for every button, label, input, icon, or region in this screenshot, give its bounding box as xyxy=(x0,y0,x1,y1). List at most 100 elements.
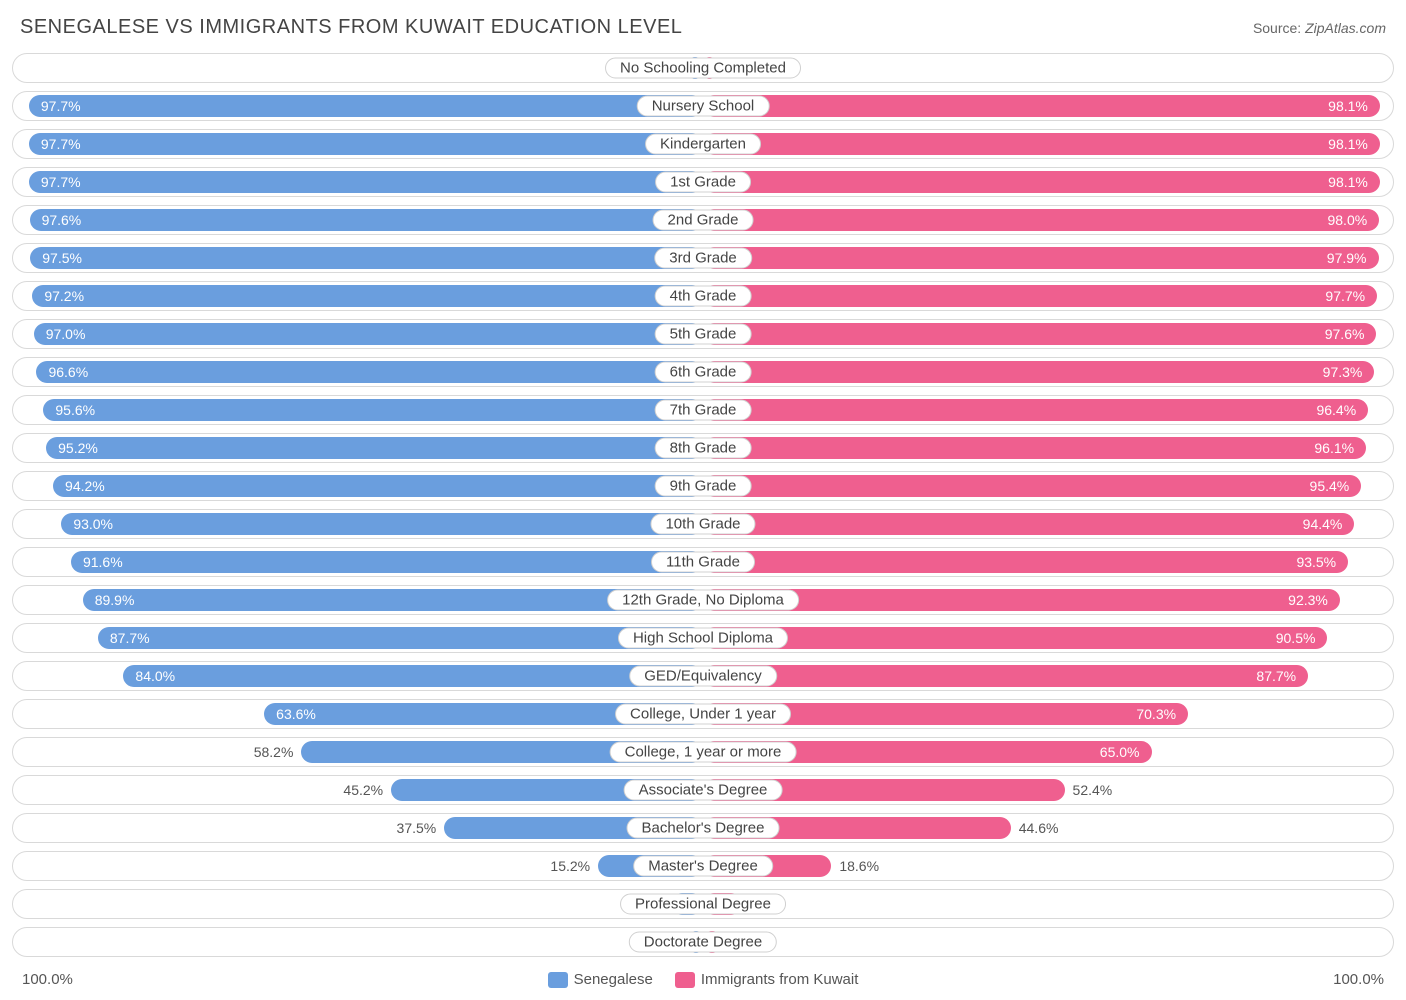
chart-row: 84.0% 87.7% GED/Equivalency xyxy=(12,661,1394,691)
category-label: 7th Grade xyxy=(655,400,752,421)
bar-right: 98.1% xyxy=(703,95,1380,117)
value-label-right: 98.1% xyxy=(1328,98,1368,114)
bar-left: 97.7% xyxy=(29,95,703,117)
value-label-left: 45.2% xyxy=(343,782,383,798)
category-label: College, 1 year or more xyxy=(610,742,797,763)
bar-left: 87.7% xyxy=(98,627,703,649)
category-label: 1st Grade xyxy=(655,172,751,193)
chart-row: 97.7% 98.1% 1st Grade xyxy=(12,167,1394,197)
category-label: 3rd Grade xyxy=(654,248,752,269)
category-label: 5th Grade xyxy=(655,324,752,345)
legend-swatch-right xyxy=(675,972,695,988)
bar-right: 96.1% xyxy=(703,437,1366,459)
legend-item-left: Senegalese xyxy=(548,971,653,988)
source-label: Source: xyxy=(1253,20,1305,36)
chart-row: 2.0%2.6%Doctorate Degree xyxy=(12,927,1394,957)
chart-row: 97.6% 98.0% 2nd Grade xyxy=(12,205,1394,235)
bar-left: 97.5% xyxy=(30,247,703,269)
value-label-right: 97.9% xyxy=(1327,250,1367,266)
chart-row: 37.5% 44.6% Bachelor's Degree xyxy=(12,813,1394,843)
chart-title: SENEGALESE VS IMMIGRANTS FROM KUWAIT EDU… xyxy=(20,16,682,39)
bar-right: 95.4% xyxy=(703,475,1361,497)
category-label: 10th Grade xyxy=(650,514,755,535)
value-label-right: 44.6% xyxy=(1019,820,1059,836)
chart-row: 63.6%70.3%College, Under 1 year xyxy=(12,699,1394,729)
value-label-right: 98.1% xyxy=(1328,174,1368,190)
category-label: 12th Grade, No Diploma xyxy=(607,590,799,611)
chart-row: 87.7%90.5%High School Diploma xyxy=(12,623,1394,653)
chart-rows: 2.3%1.9%No Schooling Completed 97.7% 98.1%… xyxy=(12,53,1394,957)
value-label-right: 87.7% xyxy=(1256,668,1296,684)
chart-row: 94.2% 95.4%9th Grade xyxy=(12,471,1394,501)
value-label-right: 18.6% xyxy=(839,858,879,874)
category-label: 8th Grade xyxy=(655,438,752,459)
bar-right: 97.9% xyxy=(703,247,1379,269)
category-label: No Schooling Completed xyxy=(605,58,801,79)
category-label: 2nd Grade xyxy=(653,210,754,231)
value-label-left: 37.5% xyxy=(397,820,437,836)
chart-row: 93.0%94.4%10th Grade xyxy=(12,509,1394,539)
chart-row: 58.2%65.0%College, 1 year or more xyxy=(12,737,1394,767)
chart-container: SENEGALESE VS IMMIGRANTS FROM KUWAIT EDU… xyxy=(12,12,1394,988)
category-label: Master's Degree xyxy=(633,856,773,877)
bar-left: 95.2% xyxy=(46,437,703,459)
bar-right: 97.7% xyxy=(703,285,1377,307)
value-label-right: 70.3% xyxy=(1136,706,1176,722)
chart-header: SENEGALESE VS IMMIGRANTS FROM KUWAIT EDU… xyxy=(12,12,1394,53)
bar-right: 93.5% xyxy=(703,551,1348,573)
category-label: Kindergarten xyxy=(645,134,761,155)
bar-left: 91.6% xyxy=(71,551,703,573)
bar-left: 97.6% xyxy=(30,209,703,231)
value-label-left: 97.6% xyxy=(42,212,82,228)
chart-row: 97.7%98.1%Nursery School xyxy=(12,91,1394,121)
chart-row: 95.2% 96.1% 8th Grade xyxy=(12,433,1394,463)
legend-item-right: Immigrants from Kuwait xyxy=(675,971,859,988)
category-label: 9th Grade xyxy=(655,476,752,497)
value-label-right: 98.0% xyxy=(1327,212,1367,228)
bar-left: 97.0% xyxy=(34,323,703,345)
value-label-left: 89.9% xyxy=(95,592,135,608)
category-label: GED/Equivalency xyxy=(629,666,777,687)
bar-left: 84.0% xyxy=(123,665,703,687)
chart-row: 97.5% 97.9% 3rd Grade xyxy=(12,243,1394,273)
bar-left: 94.2% xyxy=(53,475,703,497)
chart-row: 95.6%96.4%7th Grade xyxy=(12,395,1394,425)
chart-row: 97.2%97.7%4th Grade xyxy=(12,281,1394,311)
value-label-left: 93.0% xyxy=(73,516,113,532)
category-label: 11th Grade xyxy=(651,552,755,573)
category-label: Bachelor's Degree xyxy=(627,818,780,839)
value-label-left: 63.6% xyxy=(276,706,316,722)
value-label-right: 97.7% xyxy=(1325,288,1365,304)
value-label-left: 91.6% xyxy=(83,554,123,570)
bar-left: 97.7% xyxy=(29,133,703,155)
bar-left: 97.2% xyxy=(32,285,703,307)
value-label-left: 95.2% xyxy=(58,440,98,456)
category-label: High School Diploma xyxy=(618,628,788,649)
chart-row: 4.6%5.7%Professional Degree xyxy=(12,889,1394,919)
chart-row: 89.9% 92.3% 12th Grade, No Diploma xyxy=(12,585,1394,615)
bar-right: 87.7% xyxy=(703,665,1308,687)
value-label-right: 96.1% xyxy=(1314,440,1354,456)
bar-left: 97.7% xyxy=(29,171,703,193)
legend-swatch-left xyxy=(548,972,568,988)
bar-right: 90.5% xyxy=(703,627,1327,649)
value-label-right: 92.3% xyxy=(1288,592,1328,608)
chart-row: 97.7% 98.1% Kindergarten xyxy=(12,129,1394,159)
legend-label-left: Senegalese xyxy=(574,971,653,988)
value-label-left: 97.5% xyxy=(42,250,82,266)
value-label-left: 96.6% xyxy=(48,364,88,380)
bar-right: 96.4% xyxy=(703,399,1368,421)
value-label-right: 98.1% xyxy=(1328,136,1368,152)
chart-row: 45.2%52.4%Associate's Degree xyxy=(12,775,1394,805)
value-label-left: 97.0% xyxy=(46,326,86,342)
value-label-left: 94.2% xyxy=(65,478,105,494)
chart-footer: 100.0% Senegalese Immigrants from Kuwait… xyxy=(12,965,1394,988)
category-label: Professional Degree xyxy=(620,894,786,915)
chart-source: Source: ZipAtlas.com xyxy=(1253,20,1386,36)
axis-right-label: 100.0% xyxy=(1333,971,1384,988)
bar-left: 96.6% xyxy=(36,361,703,383)
value-label-left: 97.7% xyxy=(41,98,81,114)
chart-row: 2.3%1.9%No Schooling Completed xyxy=(12,53,1394,83)
category-label: 6th Grade xyxy=(655,362,752,383)
value-label-right: 97.3% xyxy=(1323,364,1363,380)
